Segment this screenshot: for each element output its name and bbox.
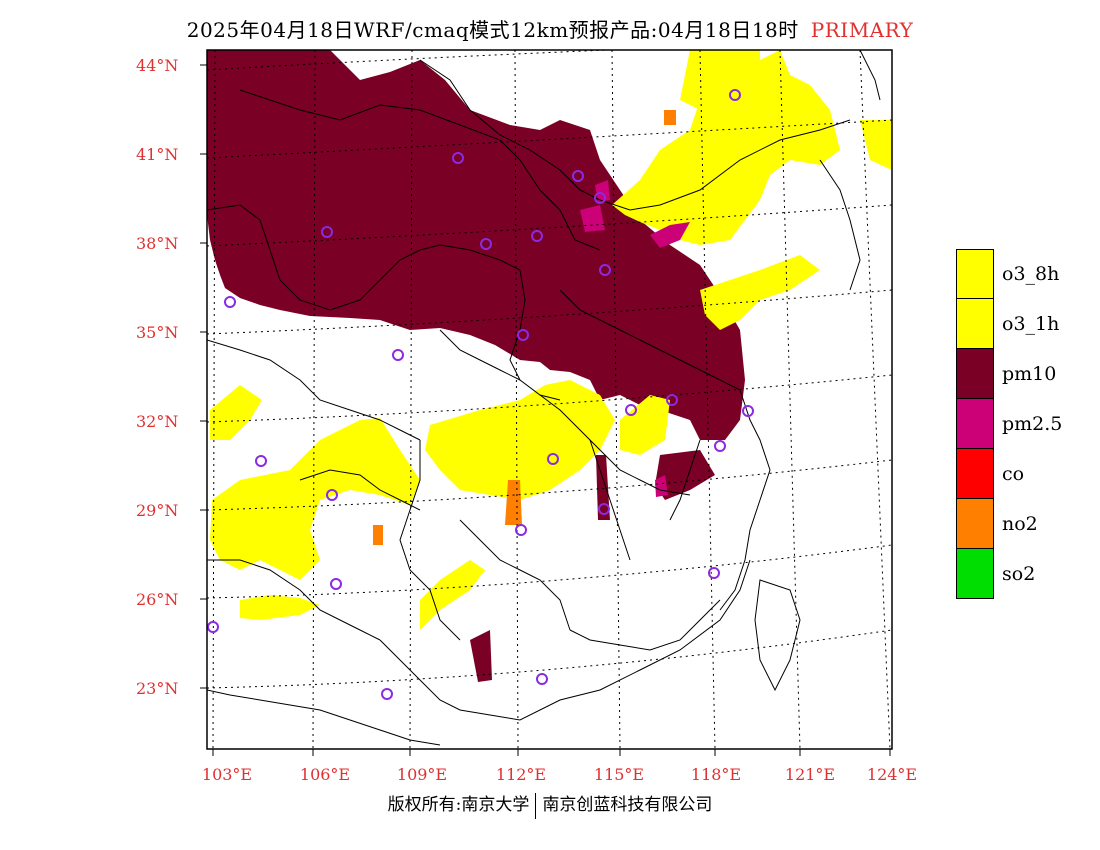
station-marker (224, 296, 236, 308)
station-marker (729, 89, 741, 101)
legend-swatch (956, 549, 994, 599)
o3-region-far-east (860, 120, 892, 170)
lon-label: 106°E (299, 765, 351, 784)
legend-item-pm25: pm2.5 (956, 399, 1096, 449)
legend-label: pm10 (1002, 363, 1057, 385)
station-marker (625, 404, 637, 416)
lat-label: 32°N (136, 412, 179, 431)
legend-swatch (956, 299, 994, 349)
o3-region-west (210, 385, 262, 440)
station-marker (515, 524, 527, 536)
copyright-left: 版权所有:南京大学 (387, 795, 530, 815)
legend-swatch (956, 449, 994, 499)
legend-label: o3_1h (1002, 313, 1060, 335)
o3-region-northeast (612, 50, 840, 245)
copyright-right: 南京创蓝科技有限公司 (542, 795, 713, 815)
no2-patch-1 (505, 480, 522, 525)
lon-label: 115°E (593, 765, 645, 784)
legend-item-no2: no2 (956, 499, 1096, 549)
boundaries (207, 50, 881, 746)
station-marker (598, 503, 610, 515)
lon-label: 112°E (495, 765, 547, 784)
no2-patch-3 (373, 525, 383, 545)
lat-label: 29°N (136, 501, 179, 520)
lon-label: 109°E (396, 765, 448, 784)
pm10-patch-east (655, 450, 715, 500)
o3-region-central (425, 380, 615, 500)
station-marker (452, 152, 464, 164)
station-marker (536, 673, 548, 685)
pm25-patch-2 (650, 222, 690, 248)
legend-item-pm10: pm10 (956, 349, 1096, 399)
station-marker (517, 329, 529, 341)
o3-region-east-coast (680, 50, 760, 110)
station-marker (326, 489, 338, 501)
lat-label: 23°N (136, 679, 179, 698)
legend-label: pm2.5 (1002, 413, 1063, 435)
pm10-region-northeast (207, 50, 350, 115)
footer-divider (535, 792, 537, 819)
axis-ticks (200, 64, 891, 756)
copyright-footer: 版权所有:南京大学 南京创蓝科技有限公司 (0, 790, 1100, 819)
no2-patch-2 (664, 110, 676, 125)
title-primary: PRIMARY (810, 18, 914, 42)
station-marker (381, 688, 393, 700)
legend-item-so2: so2 (956, 549, 1096, 599)
lat-label: 38°N (136, 234, 179, 253)
o3-region-south (420, 560, 485, 630)
lon-label: 121°E (784, 765, 836, 784)
station-markers (207, 89, 754, 700)
o3-region-shandong (700, 255, 820, 330)
o3-region-sichuan (210, 418, 420, 580)
pm10-region-north (207, 50, 745, 440)
legend-item-co: co (956, 449, 1096, 499)
station-marker (531, 230, 543, 242)
legend-swatch (956, 249, 994, 299)
station-marker (547, 453, 559, 465)
pm25-patch-3 (595, 180, 610, 202)
station-marker (599, 264, 611, 276)
station-marker (742, 405, 754, 417)
lon-label: 124°E (866, 765, 918, 784)
lon-label: 118°E (690, 765, 742, 784)
pm10-patch-south (470, 630, 492, 682)
lon-label: 103°E (201, 765, 253, 784)
o3-region-guizhou (240, 595, 320, 620)
station-marker (714, 440, 726, 452)
legend-label: o3_8h (1002, 263, 1060, 285)
pm25-patch-4 (655, 475, 668, 497)
title-main: 2025年04月18日WRF/cmaq模式12km预报产品:04月18日18时 (186, 18, 799, 42)
station-marker (572, 170, 584, 182)
legend-label: co (1002, 463, 1025, 485)
station-marker (480, 238, 492, 250)
legend-swatch (956, 399, 994, 449)
station-marker (708, 567, 720, 579)
legend-swatch (956, 349, 994, 399)
lat-label: 41°N (136, 145, 179, 164)
station-marker (255, 455, 267, 467)
lat-label: 44°N (136, 56, 179, 75)
legend-item-o3-8h: o3_8h (956, 249, 1096, 299)
lat-label: 35°N (136, 323, 179, 342)
station-marker (207, 621, 219, 633)
map-frame (206, 49, 893, 750)
legend-item-o3-1h: o3_1h (956, 299, 1096, 349)
station-marker (392, 349, 404, 361)
o3-region-jiangxi (620, 395, 670, 455)
lat-label: 26°N (136, 590, 179, 609)
legend-swatch (956, 499, 994, 549)
legend-label: so2 (1002, 563, 1036, 585)
legend-label: no2 (1002, 513, 1038, 535)
legend: o3_8h o3_1h pm10 pm2.5 co no2 so2 (956, 249, 1096, 599)
station-marker (330, 578, 342, 590)
station-marker (666, 394, 678, 406)
map-title: 2025年04月18日WRF/cmaq模式12km预报产品:04月18日18时 P… (0, 14, 1100, 43)
station-marker (321, 226, 333, 238)
station-marker (594, 192, 606, 204)
